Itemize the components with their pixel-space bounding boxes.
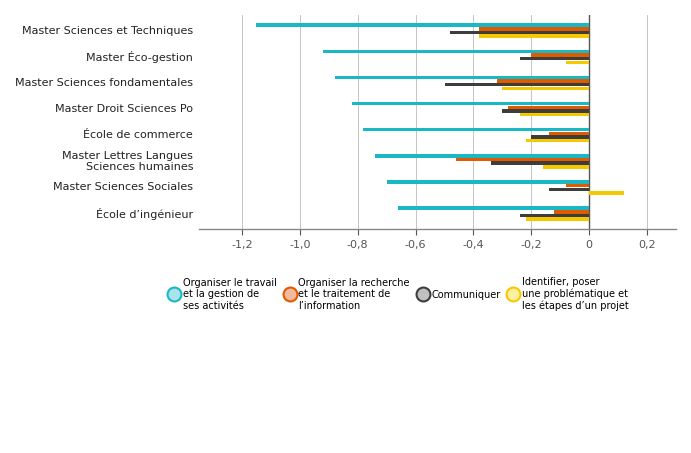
Bar bbox=[480, 27, 589, 30]
Bar bbox=[451, 31, 589, 34]
Bar bbox=[566, 184, 589, 188]
Bar bbox=[363, 128, 589, 131]
Bar bbox=[549, 132, 589, 135]
Bar bbox=[323, 50, 589, 53]
Bar bbox=[508, 106, 589, 109]
Bar bbox=[502, 87, 589, 90]
Bar bbox=[531, 53, 589, 57]
Bar bbox=[531, 135, 589, 139]
Bar bbox=[589, 191, 624, 195]
Bar bbox=[502, 109, 589, 113]
Bar bbox=[352, 102, 589, 105]
Bar bbox=[334, 76, 589, 79]
Bar bbox=[520, 214, 589, 217]
Bar bbox=[456, 158, 589, 161]
Bar bbox=[497, 79, 589, 83]
Bar bbox=[566, 61, 589, 64]
Bar bbox=[375, 154, 589, 158]
Bar bbox=[543, 165, 589, 169]
Bar bbox=[520, 113, 589, 116]
Bar bbox=[398, 207, 589, 210]
Bar bbox=[491, 161, 589, 165]
Bar bbox=[520, 57, 589, 60]
Bar bbox=[549, 188, 589, 191]
Bar bbox=[526, 139, 589, 142]
Legend: Organiser le travail
et la gestion de
ses activités, Organiser la recherche
et l: Organiser le travail et la gestion de se… bbox=[169, 277, 629, 312]
Bar bbox=[444, 83, 589, 87]
Bar bbox=[256, 24, 589, 27]
Bar bbox=[480, 34, 589, 38]
Bar bbox=[526, 217, 589, 221]
Bar bbox=[387, 180, 589, 184]
Bar bbox=[554, 210, 589, 213]
